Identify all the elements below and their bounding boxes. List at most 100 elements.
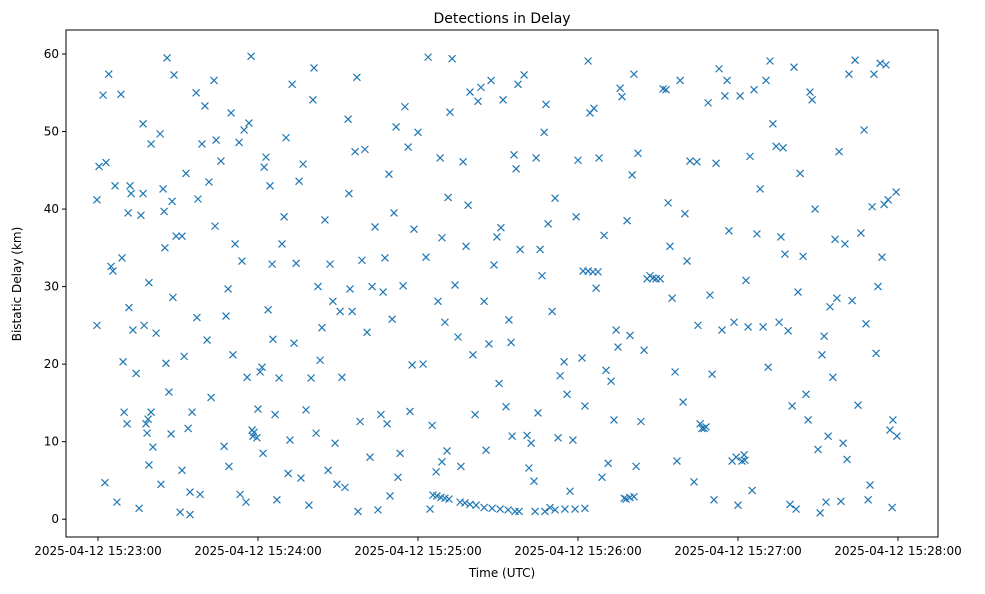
data-point xyxy=(290,339,298,348)
data-point xyxy=(482,446,490,455)
data-point xyxy=(732,453,741,462)
data-point xyxy=(527,439,535,448)
data-point xyxy=(361,145,369,154)
data-point xyxy=(169,293,177,302)
y-tick-label: 10 xyxy=(44,435,59,449)
data-point xyxy=(628,171,637,179)
data-point xyxy=(278,240,286,248)
data-point xyxy=(388,315,397,324)
data-point xyxy=(725,226,733,235)
data-point xyxy=(426,505,434,514)
data-point xyxy=(99,91,107,100)
data-point xyxy=(140,321,149,330)
data-point xyxy=(886,426,894,434)
data-point xyxy=(595,153,603,162)
data-point xyxy=(358,256,366,265)
data-point xyxy=(640,346,649,355)
data-point xyxy=(139,189,147,198)
x-tick-label: 2025-04-12 15:23:00 xyxy=(34,544,161,558)
data-point xyxy=(480,297,489,306)
data-point xyxy=(145,278,153,287)
data-point xyxy=(784,326,793,335)
data-point xyxy=(180,352,189,361)
data-point xyxy=(769,119,777,128)
data-point xyxy=(344,115,353,124)
data-point xyxy=(715,64,723,73)
data-point xyxy=(229,350,237,359)
data-point xyxy=(205,178,213,186)
data-point xyxy=(212,136,221,145)
data-point xyxy=(353,73,361,82)
data-point xyxy=(548,307,557,316)
data-point xyxy=(292,259,301,268)
data-point xyxy=(371,222,379,231)
data-point xyxy=(160,207,169,216)
data-point xyxy=(354,507,362,516)
data-point xyxy=(806,88,814,96)
data-point xyxy=(694,321,702,330)
data-point xyxy=(95,162,103,171)
data-point xyxy=(142,419,150,428)
data-point xyxy=(662,85,670,94)
data-point xyxy=(363,328,371,337)
data-point xyxy=(802,390,810,399)
data-point xyxy=(345,189,353,198)
data-point xyxy=(578,353,586,362)
data-point xyxy=(222,312,230,320)
y-tick-label: 50 xyxy=(44,125,59,139)
data-point xyxy=(497,223,505,232)
data-point xyxy=(525,464,533,472)
data-point xyxy=(584,57,593,65)
data-point xyxy=(168,197,177,206)
data-point xyxy=(448,54,457,63)
data-point xyxy=(446,108,454,117)
data-point xyxy=(441,318,449,327)
data-point xyxy=(572,212,581,221)
data-point xyxy=(718,326,726,334)
data-point xyxy=(157,480,165,489)
data-point xyxy=(143,429,151,438)
data-point xyxy=(556,371,565,380)
data-point xyxy=(178,466,186,475)
data-point xyxy=(331,439,339,448)
data-point xyxy=(264,305,273,314)
data-point xyxy=(804,416,813,424)
data-point xyxy=(396,449,405,458)
data-point xyxy=(161,243,169,252)
data-point xyxy=(831,235,839,244)
data-point xyxy=(540,128,549,137)
data-point xyxy=(282,133,290,142)
data-point xyxy=(622,495,630,503)
data-point xyxy=(878,253,886,262)
data-point xyxy=(730,318,738,327)
data-point xyxy=(273,495,281,504)
data-point xyxy=(561,505,569,514)
data-point xyxy=(872,349,881,358)
data-point xyxy=(346,285,354,293)
data-point xyxy=(404,143,413,151)
data-point xyxy=(794,288,802,296)
data-point xyxy=(172,232,181,241)
data-point xyxy=(170,71,178,79)
data-point xyxy=(182,169,190,178)
data-point xyxy=(835,147,843,156)
data-point xyxy=(120,408,129,417)
data-point xyxy=(753,229,761,238)
data-point xyxy=(598,473,606,482)
data-point xyxy=(217,157,225,165)
data-point xyxy=(307,374,315,383)
data-point xyxy=(637,417,645,426)
data-point xyxy=(231,240,239,248)
data-point xyxy=(485,340,493,348)
data-point xyxy=(186,488,194,496)
data-point xyxy=(607,377,615,386)
data-point xyxy=(510,150,518,159)
data-point xyxy=(487,76,495,85)
data-point xyxy=(211,222,219,231)
data-point xyxy=(514,80,522,89)
data-point xyxy=(260,163,269,172)
data-point xyxy=(792,505,801,514)
x-tick-label: 2025-04-12 15:27:00 xyxy=(674,544,801,558)
data-point xyxy=(581,504,589,513)
